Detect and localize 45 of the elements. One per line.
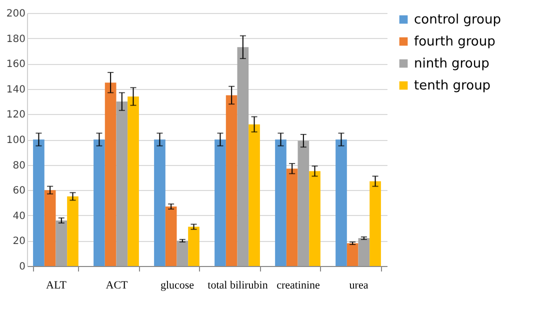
bar (309, 171, 320, 266)
bar (176, 240, 188, 266)
bar (248, 124, 260, 266)
x-tick-label: glucose (160, 280, 194, 292)
y-tick-label: 180 (6, 34, 26, 45)
y-tick-label: 0 (19, 262, 26, 272)
y-tick-label: 60 (12, 186, 26, 197)
y-tick-label: 20 (12, 236, 26, 248)
bar (104, 82, 116, 266)
bar (226, 95, 238, 266)
y-tick-label: 80 (12, 160, 26, 172)
legend-label: ninth group (414, 56, 490, 72)
y-tick-label: 100 (6, 135, 26, 146)
bar (94, 140, 105, 266)
y-tick-label: 200 (6, 8, 26, 20)
x-tick-label: ACT (106, 280, 128, 292)
legend-label: control group (414, 12, 501, 28)
x-tick-label: total bilirubin (208, 280, 268, 292)
bar (214, 140, 226, 266)
bar (128, 96, 139, 266)
bar (358, 238, 370, 266)
bar (275, 140, 286, 266)
y-tick-label: 140 (6, 84, 26, 96)
bar (67, 196, 78, 266)
x-tick-label: urea (349, 280, 368, 292)
bar (116, 102, 128, 266)
y-tick-label: 160 (6, 59, 26, 70)
bar (370, 181, 381, 266)
bar (346, 243, 358, 266)
y-tick-label: 40 (12, 210, 26, 222)
bar (298, 140, 310, 266)
bar (165, 206, 177, 266)
bar (286, 168, 298, 266)
bar (56, 220, 68, 266)
bar (44, 190, 56, 266)
bar (237, 47, 249, 266)
legend-label: tenth group (414, 78, 491, 94)
bar (33, 140, 44, 266)
legend-label: fourth group (414, 34, 496, 50)
y-tick-label: 120 (6, 110, 26, 121)
bar (154, 140, 166, 266)
bar (188, 226, 200, 266)
x-tick-label: ALT (46, 280, 67, 292)
bar (336, 140, 347, 266)
x-tick-label: creatinine (276, 280, 320, 292)
